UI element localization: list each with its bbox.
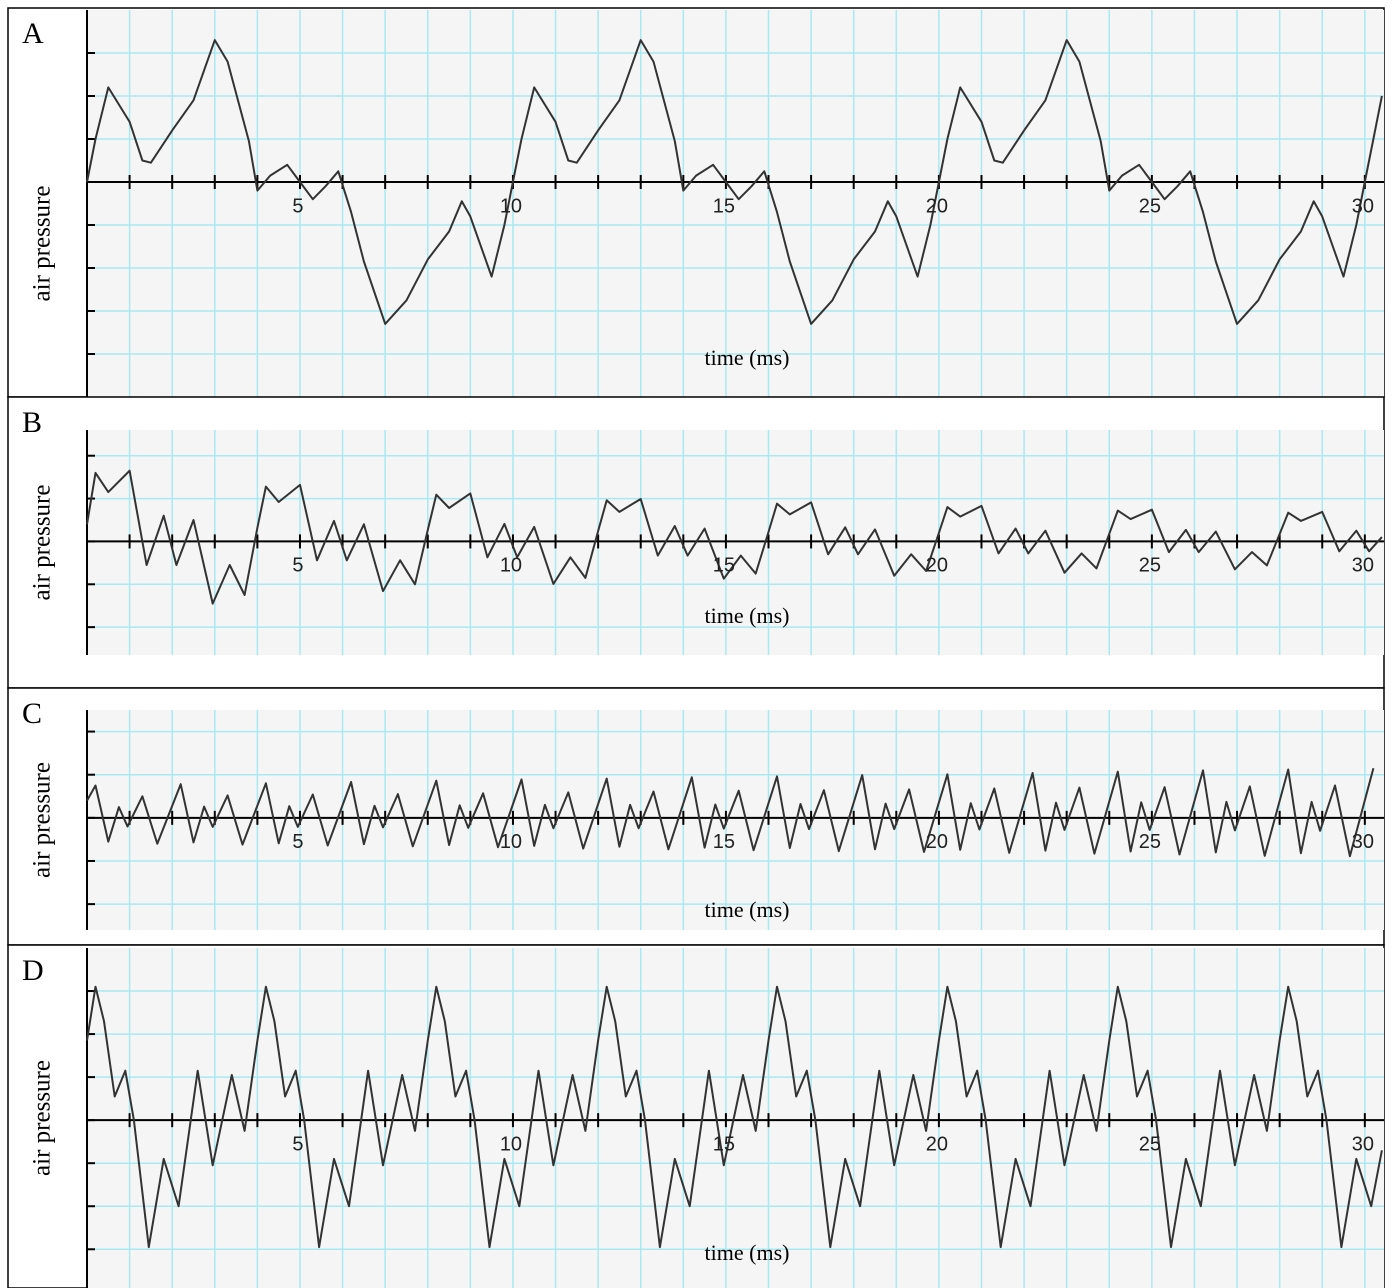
y-axis-label: air pressure: [29, 1060, 56, 1176]
x-tick-label: 5: [292, 555, 303, 577]
y-axis-label: air pressure: [29, 485, 56, 601]
x-tick-label: 20: [926, 195, 948, 217]
x-tick-label: 15: [713, 1133, 735, 1155]
x-tick-label: 20: [926, 1133, 948, 1155]
x-tick-label: 10: [500, 1133, 522, 1155]
x-tick-label: 10: [500, 195, 522, 217]
waveform: [86, 767, 1375, 858]
y-axis-label: air pressure: [29, 762, 56, 878]
x-tick-label: 5: [292, 1133, 303, 1155]
plot-area: [87, 948, 1384, 1288]
x-tick-label: 30: [1352, 555, 1374, 577]
x-axis-label: time (ms): [705, 897, 790, 922]
panel-label: C: [22, 697, 42, 730]
x-tick-label: 15: [713, 555, 735, 577]
x-tick-label: 25: [1139, 555, 1161, 577]
x-tick-label: 20: [926, 831, 948, 853]
x-tick-label: 10: [500, 831, 522, 853]
x-tick-label: 5: [292, 195, 303, 217]
waveform: [86, 39, 1383, 325]
plot-area: [87, 10, 1384, 397]
waveform: [86, 469, 1383, 605]
panel-label: A: [22, 17, 44, 50]
x-tick-label: 10: [500, 555, 522, 577]
panel-label: B: [22, 406, 42, 439]
x-tick-label: 15: [713, 831, 735, 853]
x-tick-label: 30: [1352, 195, 1374, 217]
x-tick-label: 25: [1139, 195, 1161, 217]
x-axis-label: time (ms): [705, 345, 790, 370]
y-axis-label: air pressure: [29, 186, 56, 302]
plot-area: [87, 430, 1384, 655]
x-tick-label: 25: [1139, 1133, 1161, 1155]
x-tick-label: 5: [292, 831, 303, 853]
waveform: [86, 985, 1383, 1249]
x-axis-label: time (ms): [705, 603, 790, 628]
x-tick-label: 30: [1352, 1133, 1374, 1155]
x-tick-label: 20: [926, 555, 948, 577]
x-axis-label: time (ms): [705, 1240, 790, 1265]
plot-area: [87, 710, 1384, 930]
panel-label: D: [22, 954, 44, 987]
x-tick-label: 25: [1139, 831, 1161, 853]
x-tick-label: 30: [1352, 831, 1374, 853]
x-tick-label: 15: [713, 195, 735, 217]
